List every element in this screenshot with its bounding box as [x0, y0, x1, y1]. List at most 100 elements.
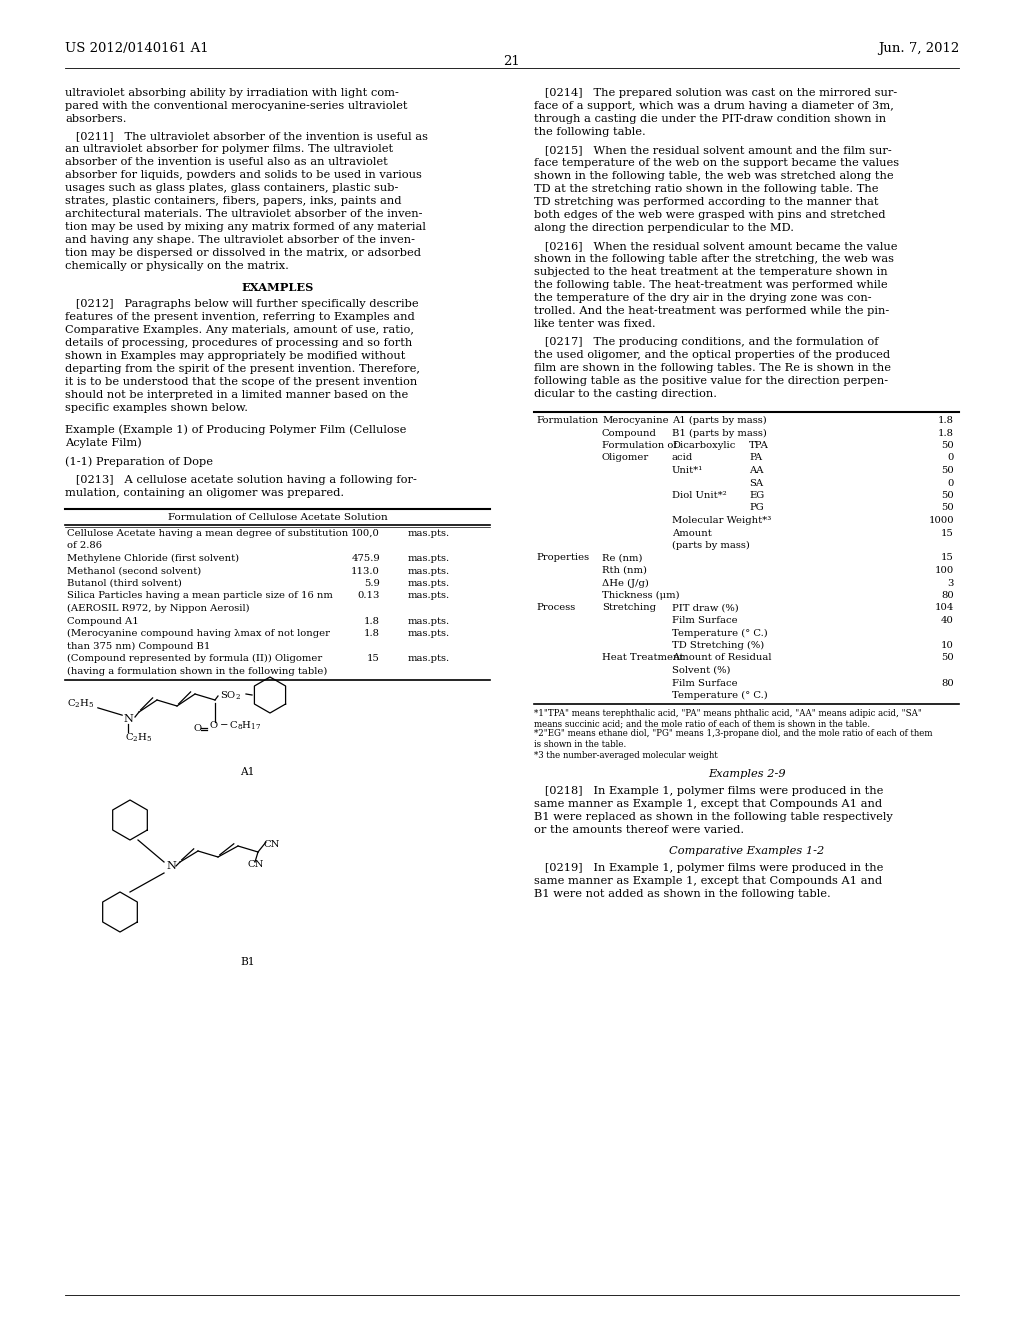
- Text: departing from the spirit of the present invention. Therefore,: departing from the spirit of the present…: [65, 364, 420, 374]
- Text: 50: 50: [941, 653, 954, 663]
- Text: Example (Example 1) of Producing Polymer Film (Cellulose: Example (Example 1) of Producing Polymer…: [65, 424, 407, 434]
- Text: Acylate Film): Acylate Film): [65, 437, 141, 447]
- Text: Formulation: Formulation: [536, 416, 598, 425]
- Text: Stretching: Stretching: [602, 603, 656, 612]
- Text: Examples 2-9: Examples 2-9: [708, 770, 785, 779]
- Text: face of a support, which was a drum having a diameter of 3m,: face of a support, which was a drum havi…: [534, 102, 894, 111]
- Text: film are shown in the following tables. The Re is shown in the: film are shown in the following tables. …: [534, 363, 891, 374]
- Text: ultraviolet absorbing ability by irradiation with light com-: ultraviolet absorbing ability by irradia…: [65, 88, 399, 98]
- Text: is shown in the table.: is shown in the table.: [534, 741, 627, 748]
- Text: chemically or physically on the matrix.: chemically or physically on the matrix.: [65, 261, 289, 271]
- Text: 10: 10: [941, 642, 954, 649]
- Text: O: O: [193, 723, 201, 733]
- Text: means succinic acid; and the mole ratio of each of them is shown in the table.: means succinic acid; and the mole ratio …: [534, 719, 870, 729]
- Text: mas.pts.: mas.pts.: [408, 630, 451, 638]
- Text: TD Stretching (%): TD Stretching (%): [672, 642, 764, 651]
- Text: Temperature (° C.): Temperature (° C.): [672, 628, 768, 638]
- Text: of 2.86: of 2.86: [67, 541, 102, 550]
- Text: specific examples shown below.: specific examples shown below.: [65, 403, 248, 413]
- Text: $\mathregular{C_2H_5}$: $\mathregular{C_2H_5}$: [67, 697, 94, 710]
- Text: 80: 80: [941, 678, 954, 688]
- Text: shown in the following table after the stretching, the web was: shown in the following table after the s…: [534, 253, 894, 264]
- Text: Methanol (second solvent): Methanol (second solvent): [67, 566, 202, 576]
- Text: $\mathregular{C_2H_5}$: $\mathregular{C_2H_5}$: [125, 733, 153, 744]
- Text: 40: 40: [941, 616, 954, 624]
- Text: mas.pts.: mas.pts.: [408, 579, 451, 587]
- Text: 21: 21: [504, 55, 520, 69]
- Text: [0215]   When the residual solvent amount and the film sur-: [0215] When the residual solvent amount …: [534, 145, 892, 154]
- Text: 3: 3: [947, 578, 954, 587]
- Text: *1"TPA" means terephthalic acid, "PA" means phthalic acid, "AA" means adipic aci: *1"TPA" means terephthalic acid, "PA" me…: [534, 709, 922, 718]
- Text: [0214]   The prepared solution was cast on the mirrored sur-: [0214] The prepared solution was cast on…: [534, 88, 897, 98]
- Text: EXAMPLES: EXAMPLES: [242, 282, 313, 293]
- Text: shown in Examples may appropriately be modified without: shown in Examples may appropriately be m…: [65, 351, 406, 360]
- Text: pared with the conventional merocyanine-series ultraviolet: pared with the conventional merocyanine-…: [65, 102, 408, 111]
- Text: CN: CN: [263, 840, 280, 849]
- Text: 1.8: 1.8: [364, 616, 380, 626]
- Text: Temperature (° C.): Temperature (° C.): [672, 690, 768, 700]
- Text: Properties: Properties: [536, 553, 589, 562]
- Text: Comparative Examples. Any materials, amount of use, ratio,: Comparative Examples. Any materials, amo…: [65, 325, 414, 335]
- Text: N: N: [166, 861, 176, 871]
- Text: tion may be dispersed or dissolved in the matrix, or adsorbed: tion may be dispersed or dissolved in th…: [65, 248, 421, 257]
- Text: dicular to the casting direction.: dicular to the casting direction.: [534, 389, 717, 399]
- Text: absorber of the invention is useful also as an ultraviolet: absorber of the invention is useful also…: [65, 157, 388, 168]
- Text: architectural materials. The ultraviolet absorber of the inven-: architectural materials. The ultraviolet…: [65, 209, 423, 219]
- Text: the temperature of the dry air in the drying zone was con-: the temperature of the dry air in the dr…: [534, 293, 871, 304]
- Text: N: N: [123, 714, 133, 723]
- Text: mas.pts.: mas.pts.: [408, 554, 451, 564]
- Text: EG: EG: [749, 491, 764, 500]
- Text: *3 the number-averaged molecular weight: *3 the number-averaged molecular weight: [534, 751, 718, 759]
- Text: TPA: TPA: [749, 441, 769, 450]
- Text: 0: 0: [947, 454, 954, 462]
- Text: $\mathregular{O-C_8H_{17}}$: $\mathregular{O-C_8H_{17}}$: [209, 719, 261, 733]
- Text: TD at the stretching ratio shown in the following table. The: TD at the stretching ratio shown in the …: [534, 183, 879, 194]
- Text: features of the present invention, referring to Examples and: features of the present invention, refer…: [65, 312, 415, 322]
- Text: [0218]   In Example 1, polymer films were produced in the: [0218] In Example 1, polymer films were …: [534, 785, 884, 796]
- Text: US 2012/0140161 A1: US 2012/0140161 A1: [65, 42, 209, 55]
- Text: 5.9: 5.9: [365, 579, 380, 587]
- Text: 100: 100: [935, 566, 954, 576]
- Text: strates, plastic containers, fibers, papers, inks, paints and: strates, plastic containers, fibers, pap…: [65, 195, 401, 206]
- Text: shown in the following table, the web was stretched along the: shown in the following table, the web wa…: [534, 172, 894, 181]
- Text: mas.pts.: mas.pts.: [408, 616, 451, 626]
- Text: [0219]   In Example 1, polymer films were produced in the: [0219] In Example 1, polymer films were …: [534, 863, 884, 873]
- Text: it is to be understood that the scope of the present invention: it is to be understood that the scope of…: [65, 378, 417, 387]
- Text: Merocyanine: Merocyanine: [602, 416, 669, 425]
- Text: 80: 80: [941, 591, 954, 601]
- Text: tion may be used by mixing any matrix formed of any material: tion may be used by mixing any matrix fo…: [65, 222, 426, 232]
- Text: *2"EG" means ethane diol, "PG" means 1,3-propane diol, and the mole ratio of eac: *2"EG" means ethane diol, "PG" means 1,3…: [534, 730, 933, 738]
- Text: mulation, containing an oligomer was prepared.: mulation, containing an oligomer was pre…: [65, 488, 344, 498]
- Text: A1: A1: [241, 767, 255, 777]
- Text: both edges of the web were grasped with pins and stretched: both edges of the web were grasped with …: [534, 210, 886, 220]
- Text: Formulation of Cellulose Acetate Solution: Formulation of Cellulose Acetate Solutio…: [168, 513, 387, 521]
- Text: B1 (parts by mass): B1 (parts by mass): [672, 429, 767, 438]
- Text: Cellulose Acetate having a mean degree of substitution: Cellulose Acetate having a mean degree o…: [67, 529, 348, 539]
- Text: [0217]   The producing conditions, and the formulation of: [0217] The producing conditions, and the…: [534, 337, 879, 347]
- Text: CN: CN: [248, 861, 264, 869]
- Text: Heat Treatment: Heat Treatment: [602, 653, 683, 663]
- Text: trolled. And the heat-treatment was performed while the pin-: trolled. And the heat-treatment was perf…: [534, 306, 889, 315]
- Text: 1.8: 1.8: [938, 416, 954, 425]
- Text: mas.pts.: mas.pts.: [408, 591, 451, 601]
- Text: TD stretching was performed according to the manner that: TD stretching was performed according to…: [534, 197, 879, 207]
- Text: an ultraviolet absorber for polymer films. The ultraviolet: an ultraviolet absorber for polymer film…: [65, 144, 393, 154]
- Text: PA: PA: [749, 454, 762, 462]
- Text: and having any shape. The ultraviolet absorber of the inven-: and having any shape. The ultraviolet ab…: [65, 235, 415, 246]
- Text: acid: acid: [672, 454, 693, 462]
- Text: (having a formulation shown in the following table): (having a formulation shown in the follo…: [67, 667, 328, 676]
- Text: 50: 50: [941, 466, 954, 475]
- Text: B1 were not added as shown in the following table.: B1 were not added as shown in the follow…: [534, 888, 830, 899]
- Text: PIT draw (%): PIT draw (%): [672, 603, 738, 612]
- Text: Methylene Chloride (first solvent): Methylene Chloride (first solvent): [67, 554, 240, 564]
- Text: Formulation of: Formulation of: [602, 441, 677, 450]
- Text: following table as the positive value for the direction perpen-: following table as the positive value fo…: [534, 376, 888, 385]
- Text: (Compound represented by formula (II)) Oligomer: (Compound represented by formula (II)) O…: [67, 653, 323, 663]
- Text: Compound: Compound: [602, 429, 656, 437]
- Text: Unit*¹: Unit*¹: [672, 466, 703, 475]
- Text: Silica Particles having a mean particle size of 16 nm: Silica Particles having a mean particle …: [67, 591, 333, 601]
- Text: Diol Unit*²: Diol Unit*²: [672, 491, 727, 500]
- Text: (AEROSIL R972, by Nippon Aerosil): (AEROSIL R972, by Nippon Aerosil): [67, 605, 250, 612]
- Text: Solvent (%): Solvent (%): [672, 667, 730, 675]
- Text: $\mathregular{SO_2}$: $\mathregular{SO_2}$: [220, 690, 241, 702]
